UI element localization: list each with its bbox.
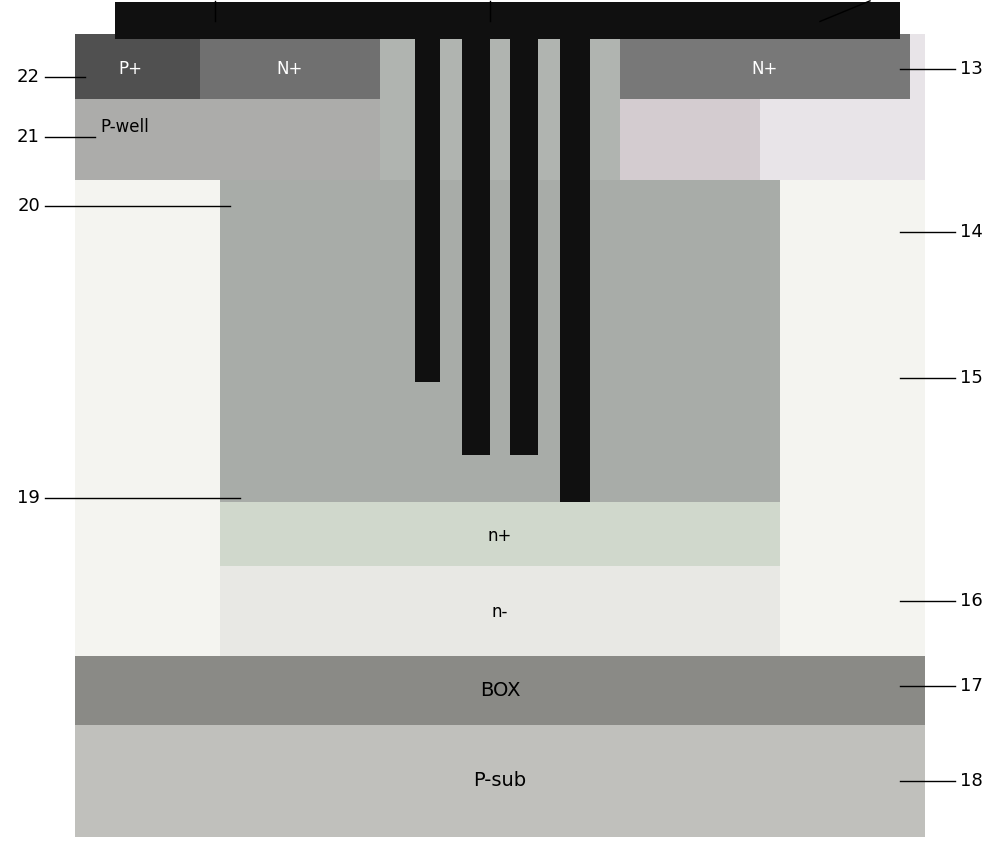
Text: BOX: BOX [480,681,520,700]
Text: 21: 21 [17,129,40,146]
Bar [75,34,200,99]
Bar [75,34,925,837]
Text: 18: 18 [960,772,983,789]
Bar [780,180,925,656]
Text: N+: N+ [752,60,778,77]
Text: P-well: P-well [100,118,149,136]
Bar [115,2,360,39]
Text: P-sub: P-sub [473,771,527,790]
Text: 13: 13 [960,60,983,77]
Bar [75,725,925,837]
Bar [925,0,1000,858]
Text: 20: 20 [17,197,40,214]
Text: 16: 16 [960,592,983,609]
Bar [75,180,925,566]
Bar [200,34,380,99]
Text: 14: 14 [960,223,983,240]
Bar [220,180,780,566]
Text: N+: N+ [277,60,303,77]
Bar [0,0,75,858]
Bar [760,34,925,180]
Bar [510,34,538,455]
Text: n+: n+ [488,528,512,545]
Bar [640,2,900,39]
Bar [75,566,925,656]
Text: n-: n- [492,603,508,620]
Bar [360,2,640,39]
Bar [620,34,925,180]
Bar [75,34,380,180]
Text: 19: 19 [17,489,40,506]
Bar [620,34,910,99]
Text: 17: 17 [960,678,983,695]
Bar [415,34,440,382]
Bar [220,502,780,566]
Text: 22: 22 [17,69,40,86]
Bar [560,34,590,502]
Bar [75,656,925,725]
Bar [75,180,220,656]
Text: P+: P+ [118,60,142,77]
Text: 15: 15 [960,369,983,386]
Bar [380,34,620,180]
Bar [462,34,490,455]
